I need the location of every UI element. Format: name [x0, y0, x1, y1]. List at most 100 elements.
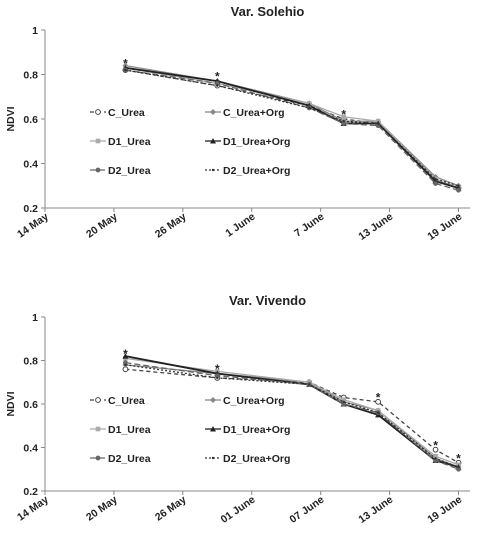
series-line: [125, 69, 459, 189]
series-line: [125, 69, 459, 187]
series-line: [125, 64, 459, 187]
legend-label: D1_Urea+Org: [223, 136, 290, 148]
series-c-urea-org: [122, 361, 462, 471]
significance-star: *: [123, 56, 128, 70]
data-point: [211, 168, 215, 172]
legend-item: C_Urea+Org: [205, 107, 285, 119]
legend: C_Urea C_Urea+Org D1_Urea D1_Urea+Org D2_Ure…: [90, 107, 290, 177]
data-point: [95, 109, 101, 115]
data-point: [211, 456, 215, 460]
x-tick-label: 13 June: [356, 211, 395, 243]
data-point: [457, 465, 460, 469]
series-d1-urea: [123, 356, 461, 468]
data-point: [95, 167, 101, 173]
series-d2-urea: [123, 67, 461, 193]
series-d1-urea-org: [122, 64, 462, 191]
data-point: [341, 121, 347, 126]
series-c-urea-org: [122, 62, 462, 189]
significance-star: *: [341, 108, 346, 122]
legend-label: C_Urea: [108, 107, 145, 119]
legend-item: D1_Urea: [90, 136, 151, 148]
y-tick-label: 0.8: [23, 70, 38, 82]
series-line: [125, 66, 459, 189]
x-tick-label: 26 May: [153, 211, 189, 241]
data-point: [432, 446, 439, 453]
data-point: [122, 353, 129, 359]
data-point: [95, 426, 101, 432]
legend-item: C_Urea+Org: [205, 395, 285, 407]
x-tick-label: 14 May: [15, 494, 51, 524]
series-c-urea: [122, 67, 462, 191]
data-point: [210, 397, 216, 403]
y-tick-label: 1: [32, 312, 38, 324]
series-line: [125, 69, 459, 191]
x-tick-label: 07 June: [287, 494, 326, 526]
data-point: [375, 398, 382, 405]
data-point: [307, 383, 311, 386]
legend-label: D1_Urea+Org: [223, 424, 290, 436]
legend-label: C_Urea+Org: [223, 395, 285, 407]
legend-label: D2_Urea+Org: [223, 165, 290, 177]
series-d2-urea-org: [124, 363, 460, 469]
legend: C_Urea C_Urea+Org D1_Urea D1_Urea+Org D2_Ure…: [90, 395, 290, 465]
legend-item: C_Urea: [90, 395, 145, 407]
data-point: [376, 122, 380, 125]
data-point: [216, 376, 219, 380]
legend-item: D1_Urea+Org: [205, 424, 290, 436]
significance-star: *: [376, 390, 381, 404]
legend-item: D2_Urea: [90, 165, 151, 177]
series-line: [125, 362, 459, 470]
data-point: [434, 177, 437, 181]
data-point: [216, 84, 219, 87]
significance-star: *: [433, 438, 438, 452]
legend-label: D2_Urea: [108, 165, 151, 177]
series-line: [125, 355, 459, 468]
series-d2-urea-org: [124, 68, 460, 187]
legend-label: D2_Urea: [108, 453, 151, 465]
x-tick-label: 01 June: [219, 494, 258, 526]
significance-star: *: [215, 362, 220, 376]
chart-panel-2: Var. Vivendo 0.2 0.4 0.6 0.8 1 NDVI 14 May 20 Ma…: [5, 293, 470, 526]
data-point: [433, 458, 438, 463]
y-tick-label: 0.4: [23, 443, 38, 455]
y-axis-label: NDVI: [5, 106, 17, 131]
significance-star: *: [215, 70, 220, 84]
y-tick-label: 0.2: [23, 486, 38, 498]
data-point: [210, 109, 216, 115]
data-point: [95, 138, 101, 144]
chart-panel-1: Var. Solehio 0.2 0.4 0.6 0.8 1 NDVI 14 May 20 Ma…: [5, 4, 470, 243]
data-point: [457, 184, 460, 187]
data-point: [342, 400, 345, 404]
y-tick-label: 0.6: [23, 399, 38, 411]
legend-item: D1_Urea+Org: [205, 136, 290, 148]
legend-item: D2_Urea+Org: [205, 165, 290, 177]
x-tick-label: 20 May: [84, 494, 120, 524]
data-point: [95, 455, 101, 461]
data-point: [210, 426, 216, 432]
legend-label: D1_Urea: [108, 136, 151, 148]
data-point: [342, 120, 345, 123]
x-tick-label: 26 May: [153, 494, 189, 524]
legend-label: D1_Urea: [108, 424, 151, 436]
data-point: [95, 397, 101, 403]
data-point: [341, 114, 346, 120]
chart-title: Var. Solehio: [231, 4, 305, 19]
data-point: [434, 457, 437, 460]
data-point: [123, 360, 128, 366]
y-axis-label: NDVI: [5, 391, 17, 416]
data-point: [214, 81, 220, 86]
y-tick-label: 0.6: [23, 114, 38, 126]
data-point: [456, 187, 461, 193]
x-tick-label: 19 June: [425, 494, 464, 526]
legend-item: D1_Urea: [90, 424, 151, 436]
legend-label: C_Urea+Org: [223, 107, 285, 119]
series-d1-urea-org: [122, 353, 462, 470]
chart-title: Var. Vivendo: [229, 293, 306, 308]
data-point: [341, 397, 346, 402]
data-point: [124, 363, 127, 367]
data-point: [214, 373, 220, 379]
data-point: [433, 453, 438, 459]
y-tick-label: 1: [32, 25, 38, 37]
x-tick-label: 7 June: [292, 211, 326, 240]
data-point: [433, 181, 438, 186]
